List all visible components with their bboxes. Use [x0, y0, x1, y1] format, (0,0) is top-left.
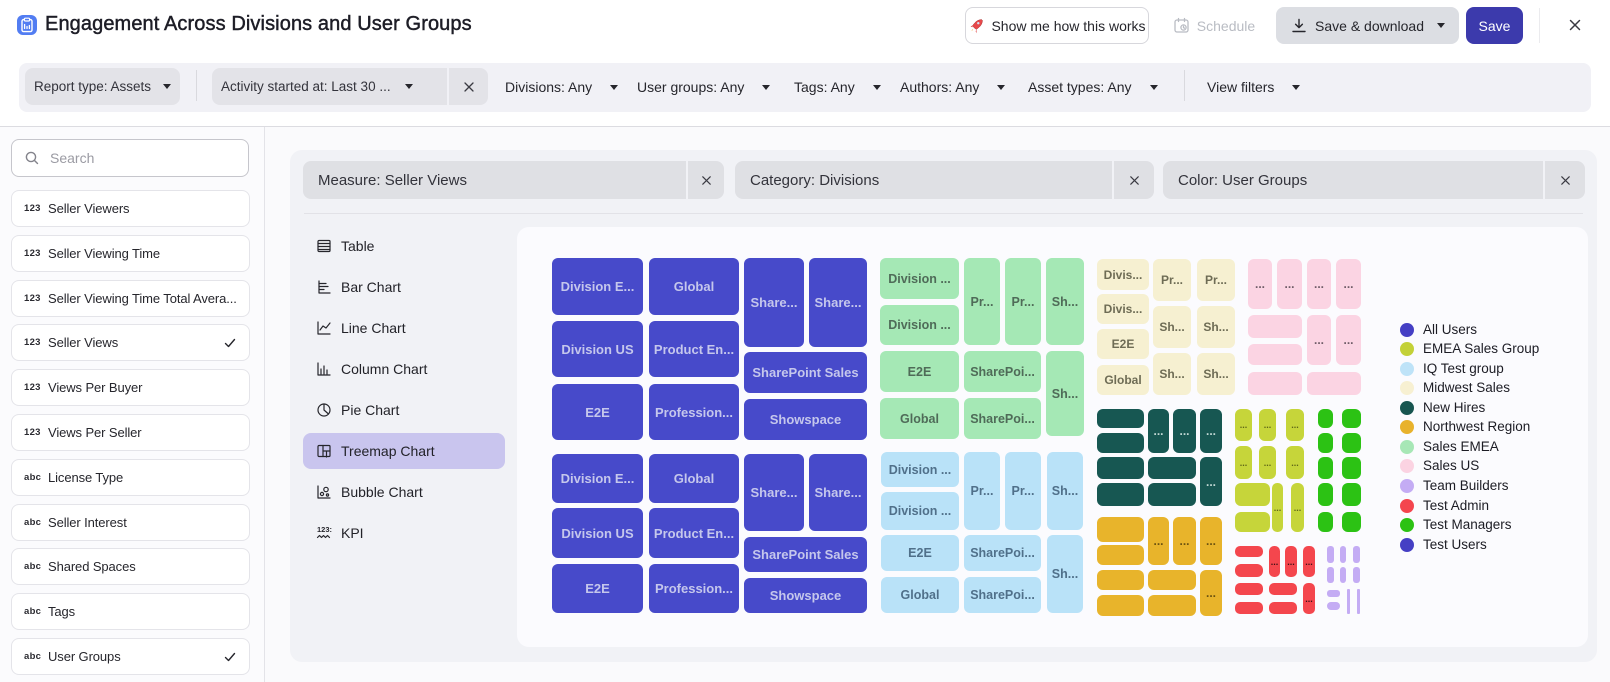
svg-text:123:: 123:: [317, 525, 332, 534]
